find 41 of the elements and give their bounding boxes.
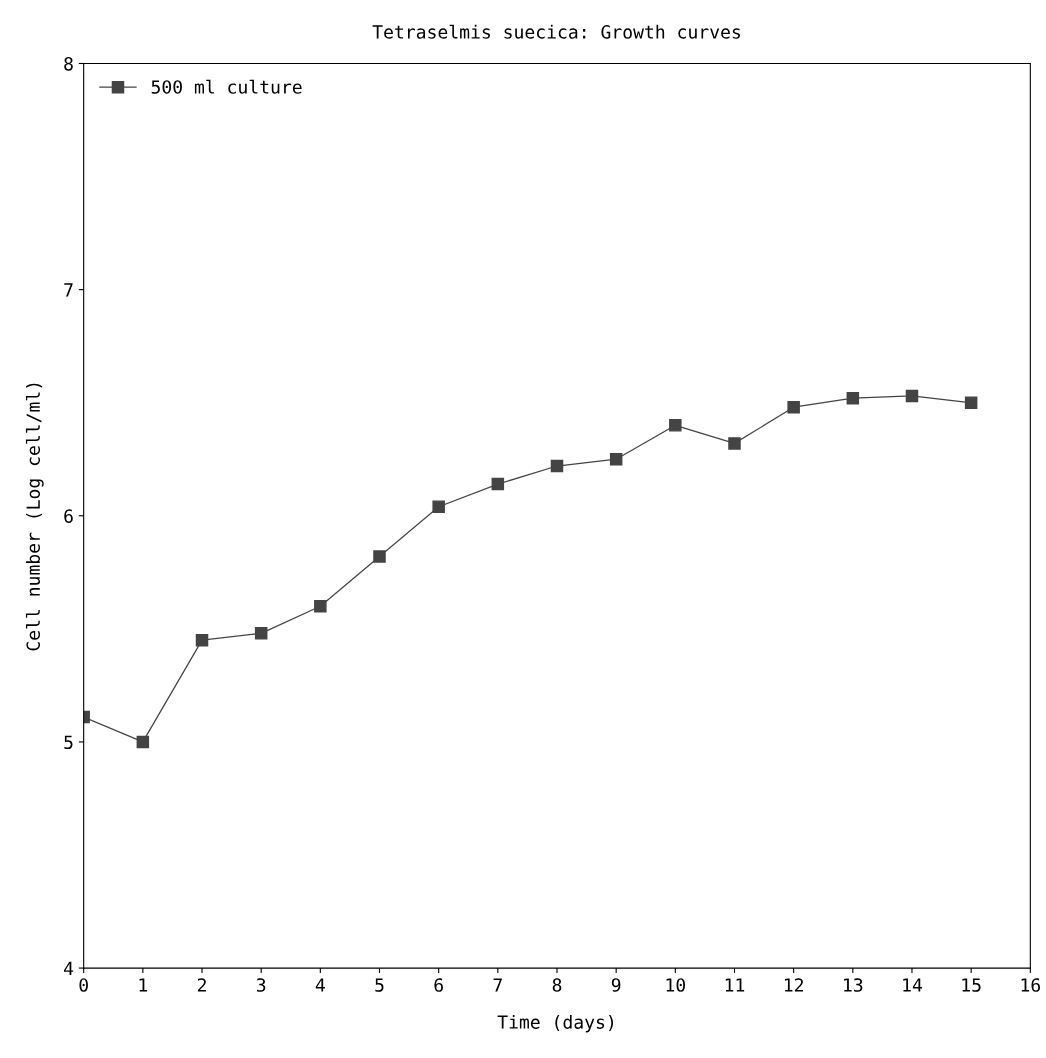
x-tick-label: 3 [256, 978, 266, 992]
x-tick-label: 14 [903, 978, 922, 992]
x-tick-label: 10 [666, 978, 686, 992]
x-tick-label: 12 [784, 978, 803, 992]
chart-title: Tetraselmis suecica: Growth curves [372, 24, 741, 39]
x-tick-label: 9 [611, 978, 621, 992]
point [432, 500, 445, 513]
point [373, 550, 386, 563]
x-tick-label: 11 [725, 978, 745, 992]
x-tick-label: 4 [315, 978, 325, 992]
x-tick-label: 2 [197, 978, 206, 992]
point [491, 477, 505, 491]
x-tick-label: 0 [79, 978, 88, 992]
x-tick-label: 16 [1021, 978, 1041, 992]
x-tick-label: 5 [375, 978, 384, 992]
point [254, 627, 268, 640]
y-axis-title: Cell number (Log cell/ml) [25, 383, 44, 651]
point [728, 437, 741, 450]
y-tick-label: 5 [64, 735, 73, 750]
y-tick-label: 6 [64, 509, 73, 523]
point [609, 452, 623, 466]
point [195, 633, 209, 647]
point [905, 389, 919, 403]
legend-label: 500 ml culture [151, 79, 302, 94]
x-tick-label: 15 [962, 978, 981, 992]
point [136, 735, 150, 749]
point [314, 599, 327, 613]
x-tick-label: 1 [139, 978, 148, 992]
point [669, 419, 682, 432]
x-tick-label: 13 [844, 978, 863, 992]
x-tick-label: 6 [434, 978, 443, 992]
x-tick-label: 7 [493, 978, 502, 992]
y-tick-label: 4 [63, 961, 74, 975]
x-tick-label: 8 [552, 978, 562, 992]
point [550, 459, 564, 473]
y-tick-label: 7 [64, 283, 73, 297]
point [787, 400, 800, 414]
y-tick-label: 8 [64, 56, 73, 71]
point [846, 391, 860, 405]
x-axis-title: Time (days) [497, 1014, 614, 1033]
point [964, 396, 978, 409]
